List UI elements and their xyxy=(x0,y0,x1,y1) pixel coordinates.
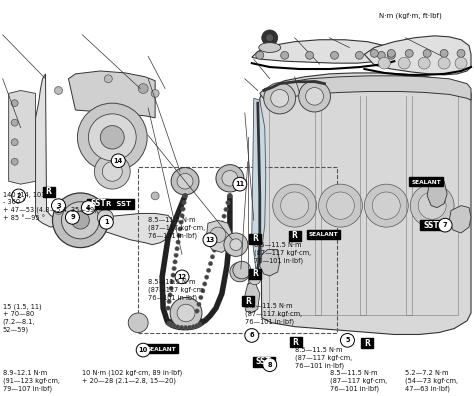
Polygon shape xyxy=(427,179,447,208)
Text: 8.5—11.5 N·m
(87—117 kgf·cm,
76—101 in·lbf): 8.5—11.5 N·m (87—117 kgf·cm, 76—101 in·l… xyxy=(329,369,387,392)
Text: 5.2—7.2 N·m
(54—73 kgf·cm,
47—63 in·lbf): 5.2—7.2 N·m (54—73 kgf·cm, 47—63 in·lbf) xyxy=(405,369,458,392)
Circle shape xyxy=(327,192,355,219)
Circle shape xyxy=(455,57,467,69)
Circle shape xyxy=(65,211,80,224)
Text: SST: SST xyxy=(423,221,439,230)
Text: R: R xyxy=(252,269,258,278)
Polygon shape xyxy=(260,73,471,335)
Circle shape xyxy=(168,293,172,297)
Circle shape xyxy=(136,343,150,357)
Circle shape xyxy=(166,306,170,310)
Circle shape xyxy=(206,268,211,272)
Circle shape xyxy=(176,240,180,244)
Circle shape xyxy=(72,211,90,229)
Bar xyxy=(420,220,442,230)
Text: 15 (1.5, 11)
+ 70—80
(7.2—8.1,
52—59): 15 (1.5, 11) + 70—80 (7.2—8.1, 52—59) xyxy=(3,303,41,333)
Circle shape xyxy=(226,200,230,205)
Ellipse shape xyxy=(259,43,281,52)
Text: 140 (14, 103)
- 360 °
+ 47—53 (4.8—5.4, 35—39)
+ 85 °—95 °: 140 (14, 103) - 360 ° + 47—53 (4.8—5.4, … xyxy=(3,191,96,221)
Text: 14: 14 xyxy=(114,158,123,164)
Bar xyxy=(361,338,374,348)
Circle shape xyxy=(306,51,314,59)
Circle shape xyxy=(216,234,220,239)
Text: 8.5—11.5 N·m
(87—117 kgf·cm,
76—101 in·lbf): 8.5—11.5 N·m (87—117 kgf·cm, 76—101 in·l… xyxy=(148,279,205,301)
Circle shape xyxy=(170,280,174,284)
Circle shape xyxy=(264,83,296,114)
Circle shape xyxy=(191,325,196,329)
Circle shape xyxy=(233,261,251,279)
Circle shape xyxy=(169,286,173,290)
Text: R  SST: R SST xyxy=(106,201,131,207)
Circle shape xyxy=(94,154,130,189)
Text: 8.5—11.5 N·m
(87—117 kgf·cm,
76—101 in·lbf): 8.5—11.5 N·m (87—117 kgf·cm, 76—101 in·l… xyxy=(254,242,311,264)
Circle shape xyxy=(438,57,450,69)
Circle shape xyxy=(249,273,261,285)
Text: 8.5—11.5 N·m
(87—117 kgf·cm,
76—101 in·lbf): 8.5—11.5 N·m (87—117 kgf·cm, 76—101 in·l… xyxy=(148,217,205,239)
Circle shape xyxy=(365,184,408,227)
Circle shape xyxy=(398,57,410,69)
Text: R: R xyxy=(292,231,298,240)
Circle shape xyxy=(330,51,338,59)
Circle shape xyxy=(230,262,250,282)
Circle shape xyxy=(100,215,113,229)
Circle shape xyxy=(104,75,112,83)
Text: 11: 11 xyxy=(235,181,245,187)
Circle shape xyxy=(151,192,159,200)
Text: 8: 8 xyxy=(267,362,272,368)
Text: R: R xyxy=(46,187,52,196)
Circle shape xyxy=(230,239,242,251)
Polygon shape xyxy=(9,90,36,184)
Circle shape xyxy=(423,50,431,57)
Circle shape xyxy=(210,227,226,243)
Circle shape xyxy=(55,87,63,94)
Text: SEALANT: SEALANT xyxy=(146,346,176,352)
Circle shape xyxy=(306,88,324,105)
Text: 8.9–12.1 N·m
(91—123 kgf·cm,
79—107 in·lbf): 8.9–12.1 N·m (91—123 kgf·cm, 79—107 in·l… xyxy=(3,369,60,392)
Circle shape xyxy=(212,248,217,252)
Circle shape xyxy=(387,50,395,57)
Circle shape xyxy=(228,194,232,198)
Bar xyxy=(102,199,134,209)
Text: R: R xyxy=(245,297,251,306)
Circle shape xyxy=(52,199,65,213)
Text: R: R xyxy=(252,234,258,243)
Bar xyxy=(242,296,254,306)
Bar xyxy=(249,269,261,279)
Circle shape xyxy=(177,304,195,322)
Circle shape xyxy=(378,57,390,69)
Circle shape xyxy=(405,50,413,57)
Circle shape xyxy=(377,51,385,59)
Circle shape xyxy=(177,233,181,238)
Circle shape xyxy=(273,184,317,227)
Circle shape xyxy=(263,358,277,371)
Circle shape xyxy=(174,253,178,257)
Text: 8.5—11.5 N·m
(87—117 kgf·cm,
76—101 in·lbf): 8.5—11.5 N·m (87—117 kgf·cm, 76—101 in·l… xyxy=(245,303,302,325)
Circle shape xyxy=(62,202,100,239)
Text: 13: 13 xyxy=(205,237,215,243)
Text: 8.5—11.5 N·m
(87—117 kgf·cm,
76—101 in·lbf): 8.5—11.5 N·m (87—117 kgf·cm, 76—101 in·l… xyxy=(295,347,352,369)
Polygon shape xyxy=(36,74,172,245)
Circle shape xyxy=(170,297,202,329)
Circle shape xyxy=(182,200,186,205)
Polygon shape xyxy=(365,36,471,75)
Text: 5: 5 xyxy=(345,337,350,343)
Circle shape xyxy=(418,57,430,69)
Circle shape xyxy=(222,214,226,218)
Circle shape xyxy=(262,30,278,46)
Circle shape xyxy=(209,261,213,266)
Polygon shape xyxy=(252,98,266,269)
Text: SEALANT: SEALANT xyxy=(309,232,338,238)
Circle shape xyxy=(88,114,136,161)
Circle shape xyxy=(151,89,159,97)
Circle shape xyxy=(177,173,193,189)
Circle shape xyxy=(214,241,219,246)
Circle shape xyxy=(181,207,185,211)
Circle shape xyxy=(224,207,228,211)
Circle shape xyxy=(216,165,244,192)
Polygon shape xyxy=(244,282,260,313)
Circle shape xyxy=(128,313,148,333)
Circle shape xyxy=(173,260,177,264)
Circle shape xyxy=(183,326,188,330)
Circle shape xyxy=(55,207,63,214)
Circle shape xyxy=(175,325,180,329)
